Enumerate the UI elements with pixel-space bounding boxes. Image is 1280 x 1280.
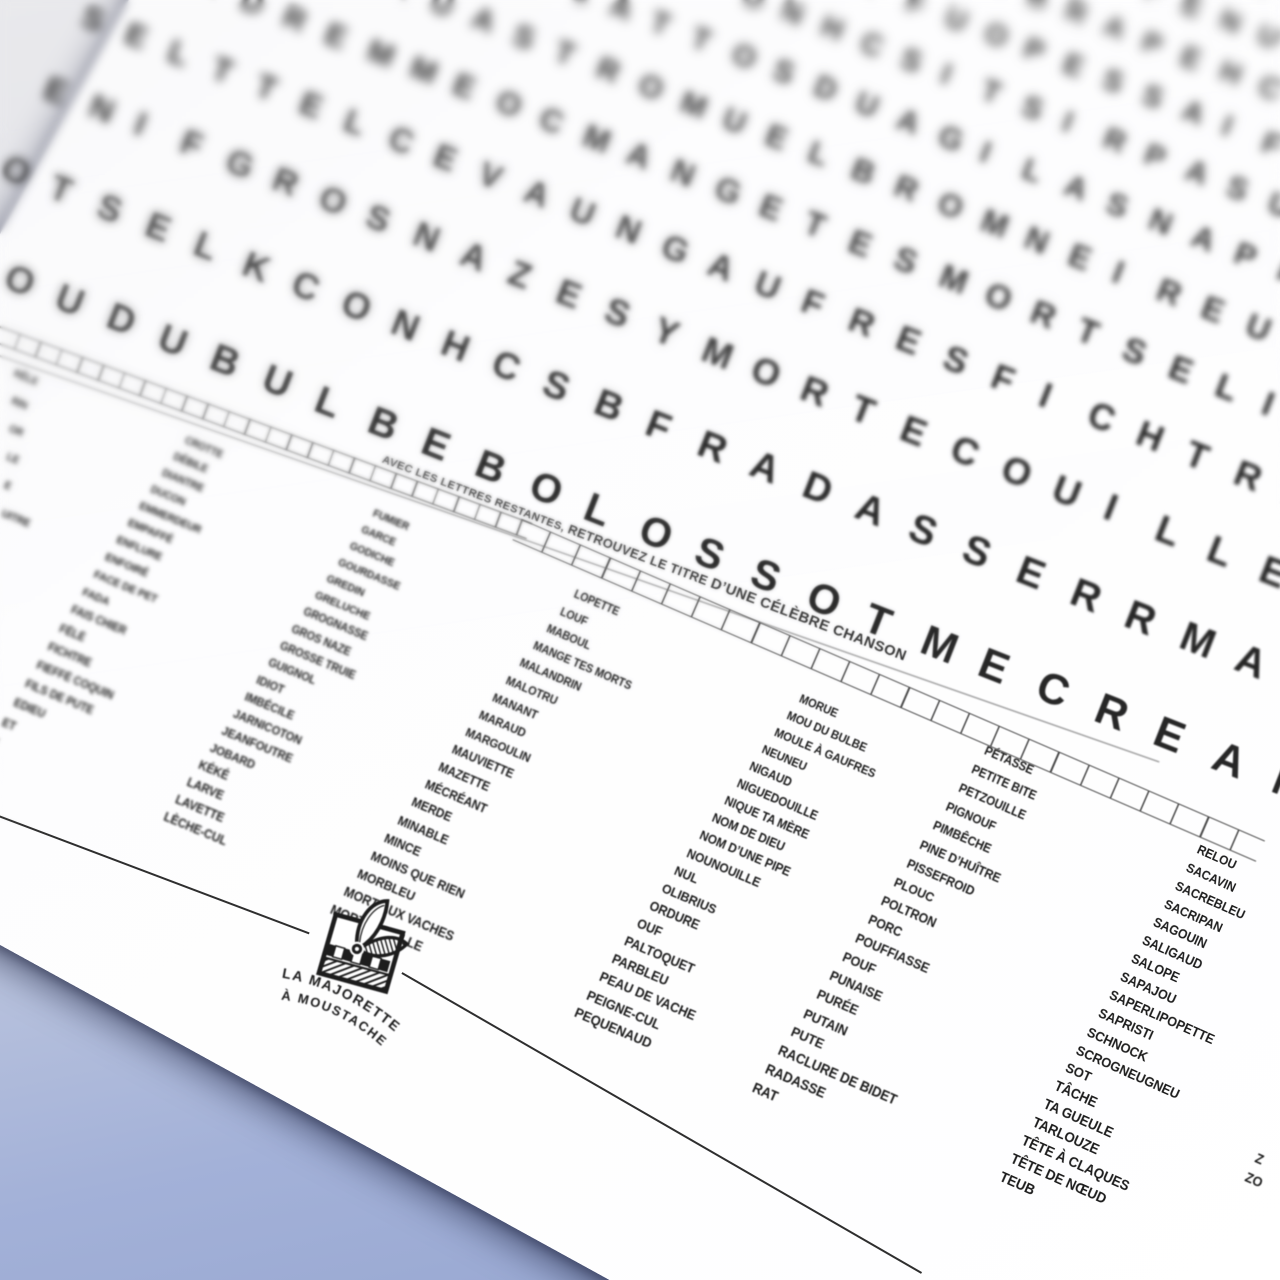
grid-letter: E — [38, 70, 73, 113]
grid-letter: S — [76, 0, 110, 39]
